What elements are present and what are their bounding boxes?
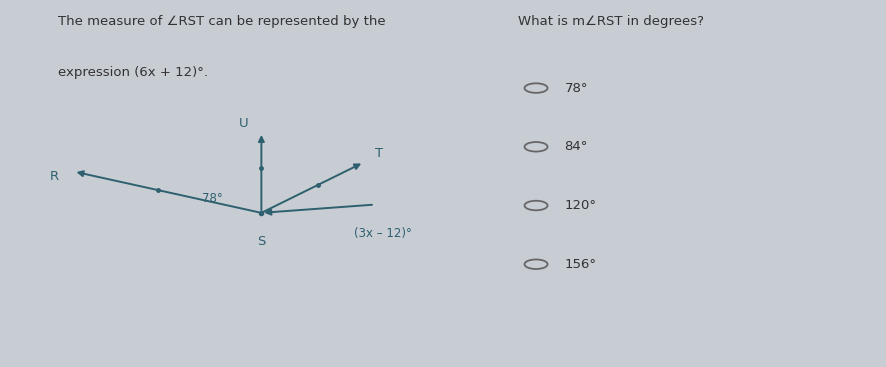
Text: What is m∠RST in degrees?: What is m∠RST in degrees? bbox=[518, 15, 704, 28]
Text: T: T bbox=[375, 148, 383, 160]
Text: (3x – 12)°: (3x – 12)° bbox=[354, 226, 412, 240]
Text: 120°: 120° bbox=[564, 199, 596, 212]
Text: The measure of ∠RST can be represented by the: The measure of ∠RST can be represented b… bbox=[58, 15, 385, 28]
Text: 84°: 84° bbox=[564, 140, 587, 153]
Text: R: R bbox=[50, 170, 58, 183]
Text: 78°: 78° bbox=[202, 192, 223, 205]
Text: expression (6x + 12)°.: expression (6x + 12)°. bbox=[58, 66, 207, 79]
Text: U: U bbox=[238, 117, 248, 130]
Text: 156°: 156° bbox=[564, 258, 596, 271]
Text: S: S bbox=[257, 235, 266, 248]
Text: 78°: 78° bbox=[564, 81, 588, 95]
